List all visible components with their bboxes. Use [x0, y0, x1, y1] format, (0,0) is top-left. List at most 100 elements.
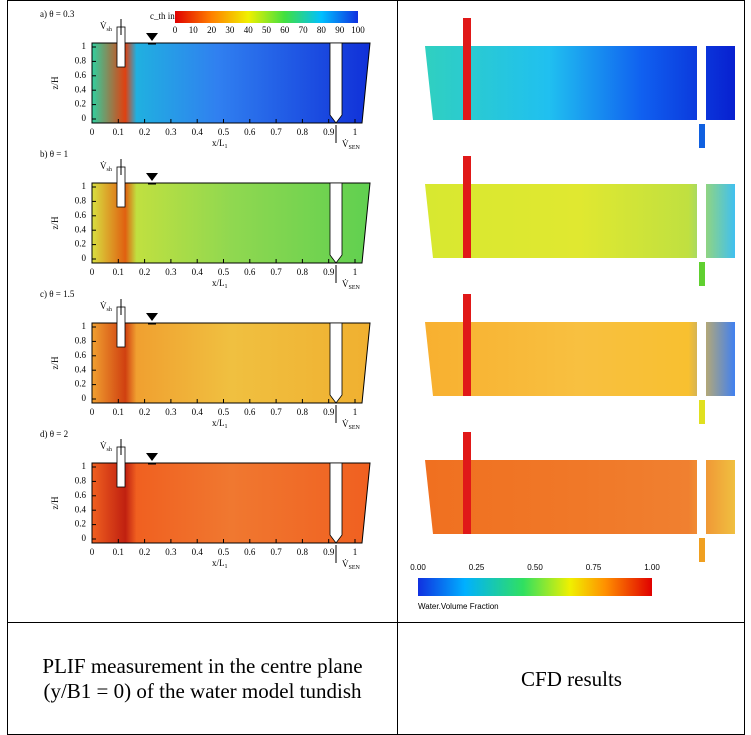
x-axis-label: x/L1	[212, 558, 228, 570]
cfd-colorbar-tick: 0.50	[527, 563, 543, 572]
colorbar-tick: 30	[225, 25, 235, 35]
colorbar	[175, 11, 358, 23]
cfd-sen-jet	[699, 400, 705, 424]
x-tick-label: 0.3	[165, 127, 177, 137]
x-tick-label: 0.6	[244, 127, 256, 137]
z-tick-label: 0.6	[75, 490, 87, 500]
z-tick-label: 1	[82, 181, 87, 191]
z-tick-label: 0.4	[75, 364, 87, 374]
cfd-colorbar-tick: 0.25	[469, 563, 485, 572]
outlet-nozzle	[329, 322, 343, 404]
x-tick-label: 0.2	[139, 547, 150, 557]
outlet-nozzle	[329, 42, 343, 124]
x-tick-label: 0.9	[323, 407, 335, 417]
cfd-inlet	[463, 432, 471, 534]
colorbar-tick: 70	[299, 25, 309, 35]
outlet-label: V̇SEN	[342, 279, 361, 291]
z-tick-label: 0.6	[75, 70, 87, 80]
z-tick-label: 0.4	[75, 504, 87, 514]
z-tick-label: 0	[82, 253, 87, 263]
panel-label: b) θ = 1	[40, 149, 68, 159]
inlet-label: V̇sh	[100, 301, 112, 313]
x-axis-label: x/L1	[212, 418, 228, 430]
outlet-label: V̇SEN	[342, 559, 361, 571]
plif-field	[91, 322, 371, 404]
x-tick-label: 0.1	[113, 127, 124, 137]
z-tick-label: 0.4	[75, 84, 87, 94]
colorbar-tick: 0	[173, 25, 178, 35]
x-tick-label: 0.1	[113, 267, 124, 277]
panel-label: c) θ = 1.5	[40, 289, 75, 299]
panel-label: a) θ = 0.3	[40, 9, 75, 19]
x-tick-label: 0.6	[244, 267, 256, 277]
x-tick-label: 0.7	[270, 267, 282, 277]
z-axis-label: z/H	[50, 496, 60, 509]
x-tick-label: 1	[353, 127, 358, 137]
cfd-field	[425, 46, 735, 120]
inlet-label: V̇sh	[100, 161, 112, 173]
colorbar-tick: 50	[262, 25, 272, 35]
x-tick-label: 0.6	[244, 547, 256, 557]
x-tick-label: 0.5	[218, 547, 230, 557]
cfd-sen	[697, 460, 706, 538]
free-surface	[146, 453, 158, 461]
z-tick-label: 0.8	[75, 55, 87, 65]
outlet-nozzle	[329, 462, 343, 544]
cfd-field	[425, 322, 735, 396]
x-tick-label: 0.5	[218, 267, 230, 277]
free-surface	[146, 33, 158, 41]
x-tick-label: 1	[353, 407, 358, 417]
z-axis-label: z/H	[50, 356, 60, 369]
z-tick-label: 0	[82, 113, 87, 123]
z-tick-label: 0.8	[75, 195, 87, 205]
x-tick-label: 0	[90, 547, 95, 557]
caption-left: PLIF measurement in the centre plane (y/…	[42, 654, 363, 703]
outlet-label: V̇SEN	[342, 139, 361, 151]
cfd-inlet	[463, 18, 471, 120]
z-tick-label: 0.6	[75, 210, 87, 220]
colorbar-title: c_th in %	[150, 11, 185, 21]
x-tick-label: 0.4	[192, 267, 204, 277]
cfd-field	[425, 460, 735, 534]
x-tick-label: 0.5	[218, 407, 230, 417]
z-axis-label: z/H	[50, 76, 60, 89]
cfd-sen-jet	[699, 262, 705, 286]
x-tick-label: 0.8	[297, 127, 309, 137]
z-tick-label: 0.4	[75, 224, 87, 234]
x-tick-label: 0.4	[192, 407, 204, 417]
x-tick-label: 0.6	[244, 407, 256, 417]
x-tick-label: 1	[353, 267, 358, 277]
x-tick-label: 0.7	[270, 547, 282, 557]
cfd-sen	[697, 184, 706, 262]
cfd-colorbar-title: Water.Volume Fraction	[418, 602, 499, 611]
colorbar-tick: 80	[317, 25, 327, 35]
plif-field	[91, 42, 371, 124]
x-tick-label: 0.1	[113, 407, 124, 417]
inlet-label: V̇sh	[100, 441, 112, 453]
x-tick-label: 0.8	[297, 267, 309, 277]
x-tick-label: 0.9	[323, 127, 335, 137]
cfd-colorbar-tick: 0.75	[586, 563, 602, 572]
x-axis-label: x/L1	[212, 278, 228, 290]
z-tick-label: 1	[82, 41, 87, 51]
x-tick-label: 0.7	[270, 407, 282, 417]
z-tick-label: 0.8	[75, 335, 87, 345]
z-tick-label: 1	[82, 461, 87, 471]
x-tick-label: 0.4	[192, 547, 204, 557]
x-tick-label: 0	[90, 267, 95, 277]
outlet-nozzle	[329, 182, 343, 264]
cfd-inlet	[463, 294, 471, 396]
cfd-colorbar	[418, 578, 652, 596]
x-tick-label: 1	[353, 547, 358, 557]
outlet-label: V̇SEN	[342, 419, 361, 431]
z-tick-label: 0.2	[75, 99, 86, 109]
x-tick-label: 0.8	[297, 407, 309, 417]
x-tick-label: 0.2	[139, 267, 150, 277]
z-tick-label: 1	[82, 321, 87, 331]
x-tick-label: 0.9	[323, 267, 335, 277]
z-tick-label: 0	[82, 533, 87, 543]
x-tick-label: 0	[90, 407, 95, 417]
free-surface	[146, 313, 158, 321]
x-tick-label: 0.4	[192, 127, 204, 137]
